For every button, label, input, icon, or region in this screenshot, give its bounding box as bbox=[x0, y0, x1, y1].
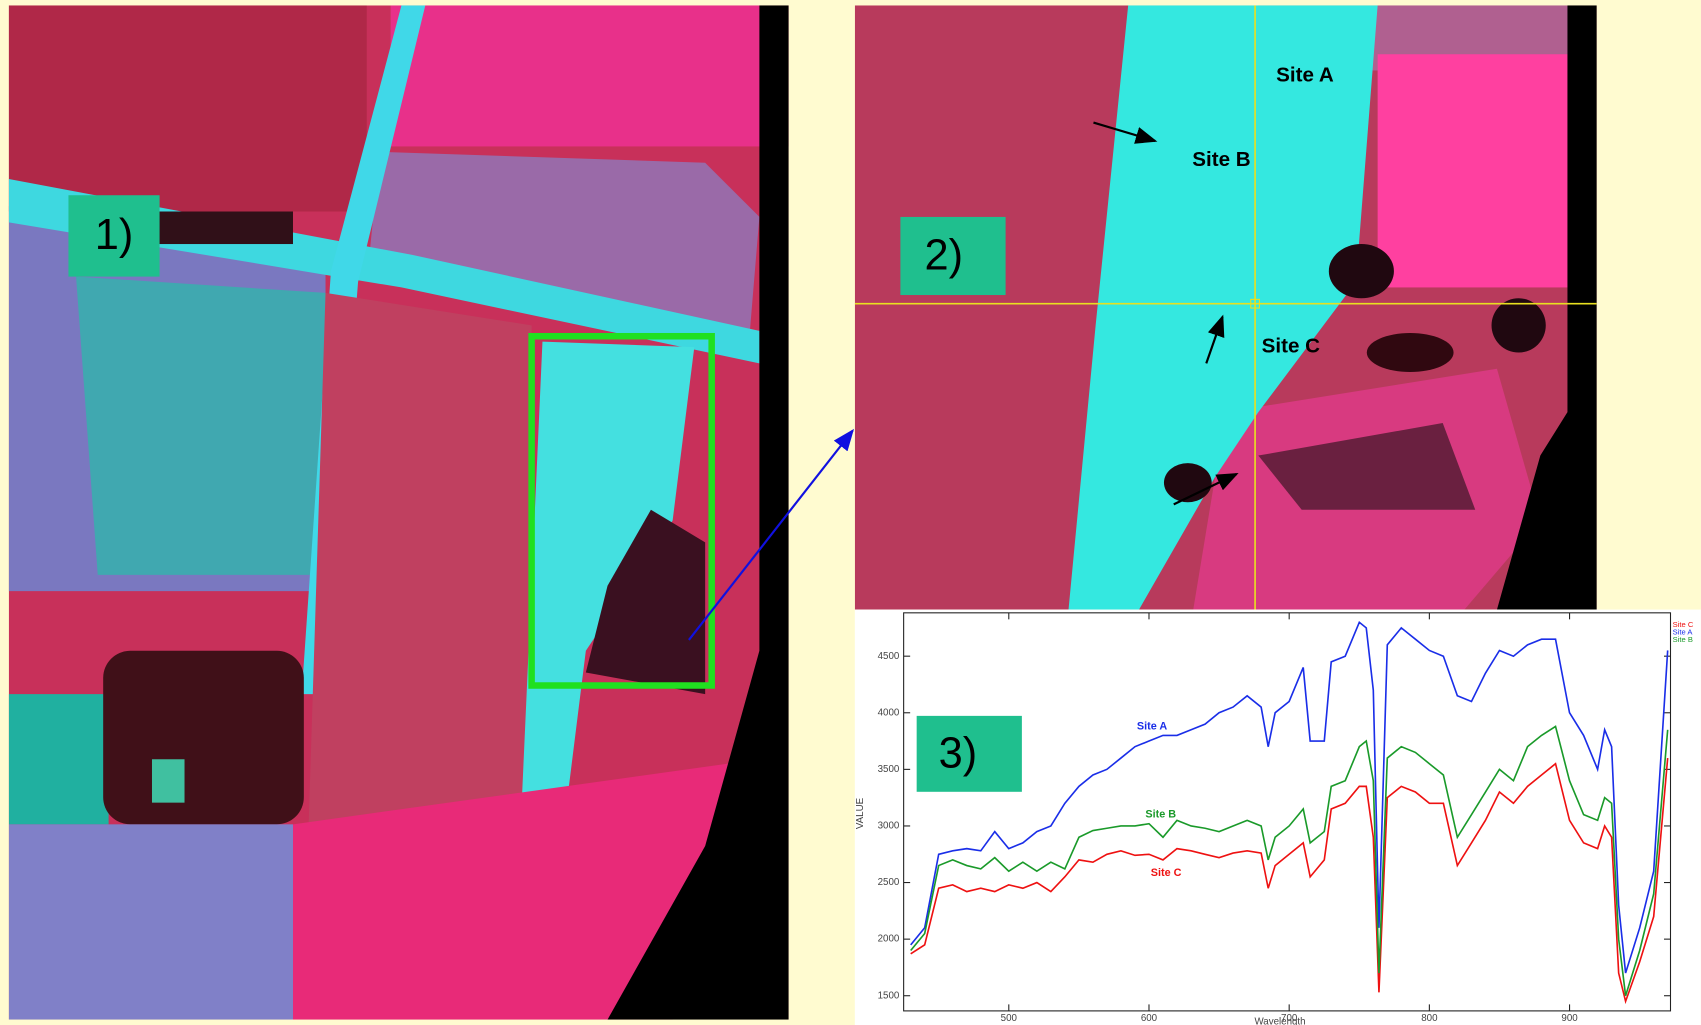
series-label: Site C bbox=[1151, 867, 1182, 879]
x-tick-label: 900 bbox=[1561, 1013, 1578, 1024]
series-label: Site B bbox=[1145, 808, 1176, 820]
x-axis-label: Wavelength bbox=[1254, 1016, 1305, 1025]
y-tick-label: 1500 bbox=[878, 990, 900, 1001]
panel-label: 1) bbox=[95, 211, 134, 259]
image-2 bbox=[855, 5, 1597, 609]
panel-label: 2) bbox=[924, 232, 963, 280]
x-tick-label: 500 bbox=[1001, 1013, 1018, 1024]
image-1 bbox=[9, 5, 789, 1019]
y-tick-label: 2500 bbox=[878, 877, 900, 888]
site-label: Site B bbox=[1192, 148, 1250, 171]
y-tick-label: 3500 bbox=[878, 764, 900, 775]
y-tick-label: 4500 bbox=[878, 651, 900, 662]
y-tick-label: 4000 bbox=[878, 707, 900, 718]
x-tick-label: 700 bbox=[1281, 1013, 1298, 1024]
site-label: Site C bbox=[1262, 335, 1320, 358]
legend-entry: Site B bbox=[1673, 635, 1693, 644]
chart-background bbox=[855, 610, 1701, 1025]
y-axis-label: VALUE bbox=[855, 797, 866, 829]
site-label: Site A bbox=[1276, 63, 1334, 86]
y-tick-label: 2000 bbox=[878, 934, 900, 945]
y-tick-label: 3000 bbox=[878, 821, 900, 832]
panel-label: 3) bbox=[939, 729, 978, 777]
page: {"panels": {"panel1": "1)", "panel2": "2… bbox=[0, 0, 1701, 1025]
x-tick-label: 800 bbox=[1421, 1013, 1438, 1024]
x-tick-label: 600 bbox=[1141, 1013, 1158, 1024]
series-label: Site A bbox=[1137, 721, 1167, 733]
figure: Site A Site B Site C Wavelength VALUE 15… bbox=[0, 0, 1701, 1025]
